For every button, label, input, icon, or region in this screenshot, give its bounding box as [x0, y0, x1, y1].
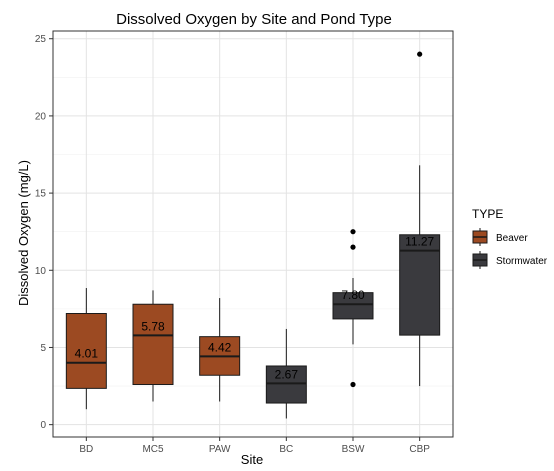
- box-group-bc: 2.67: [265, 328, 307, 419]
- y-tick-label: 20: [35, 111, 47, 122]
- box: [132, 303, 174, 386]
- median-label: 2.67: [275, 367, 299, 381]
- panel-border: [52, 30, 454, 438]
- legend-key: [472, 228, 488, 246]
- outlier-point: [350, 229, 356, 235]
- x-tick-label: BSW: [342, 444, 365, 455]
- outlier-point: [417, 51, 423, 57]
- x-tick-label: BC: [279, 444, 293, 455]
- y-tick-label: 5: [40, 343, 46, 354]
- x-tick-label: MC5: [142, 444, 164, 455]
- y-tick-label: 0: [40, 420, 46, 431]
- outlier-point: [350, 244, 356, 250]
- median-label: 11.27: [405, 235, 434, 249]
- median-label: 5.78: [141, 319, 165, 333]
- legend-label: Stormwater: [496, 256, 548, 267]
- legend: TYPE Beaver Stormwater: [472, 207, 548, 269]
- x-tick-label: PAW: [209, 444, 231, 455]
- box-group-paw: 4.42: [199, 298, 241, 402]
- outlier-point: [350, 381, 356, 388]
- plot-panel: 4.01 5.78 4.42 2.67 7.80 11.27 0 5 10 15 20 25 BD MC5…: [35, 30, 454, 455]
- x-tick-label: CBP: [409, 444, 430, 455]
- legend-key: [472, 251, 488, 269]
- chart-title: Dissolved Oxygen by Site and Pond Type: [116, 11, 392, 28]
- box-group-cbp: 11.27: [399, 51, 441, 387]
- x-axis-label: Site: [241, 452, 263, 466]
- box-group-mc5: 5.78: [132, 290, 174, 402]
- panel-background: [53, 31, 453, 437]
- legend-label: Beaver: [496, 233, 528, 244]
- box: [332, 292, 374, 320]
- median-label: 4.42: [208, 340, 232, 354]
- median-label: 4.01: [75, 347, 99, 361]
- y-tick-label: 10: [35, 266, 47, 277]
- legend-title: TYPE: [472, 207, 503, 221]
- y-axis-label: Dissolved Oxygen (mg/L): [16, 160, 31, 306]
- box: [265, 365, 307, 404]
- y-tick-label: 15: [35, 189, 47, 200]
- box: [65, 313, 107, 389]
- box-group-bsw: 7.80: [332, 229, 374, 388]
- median-label: 7.80: [341, 288, 365, 302]
- box-group-bd: 4.01: [65, 288, 107, 410]
- y-tick-label: 25: [35, 34, 47, 45]
- x-tick-label: BD: [79, 444, 93, 455]
